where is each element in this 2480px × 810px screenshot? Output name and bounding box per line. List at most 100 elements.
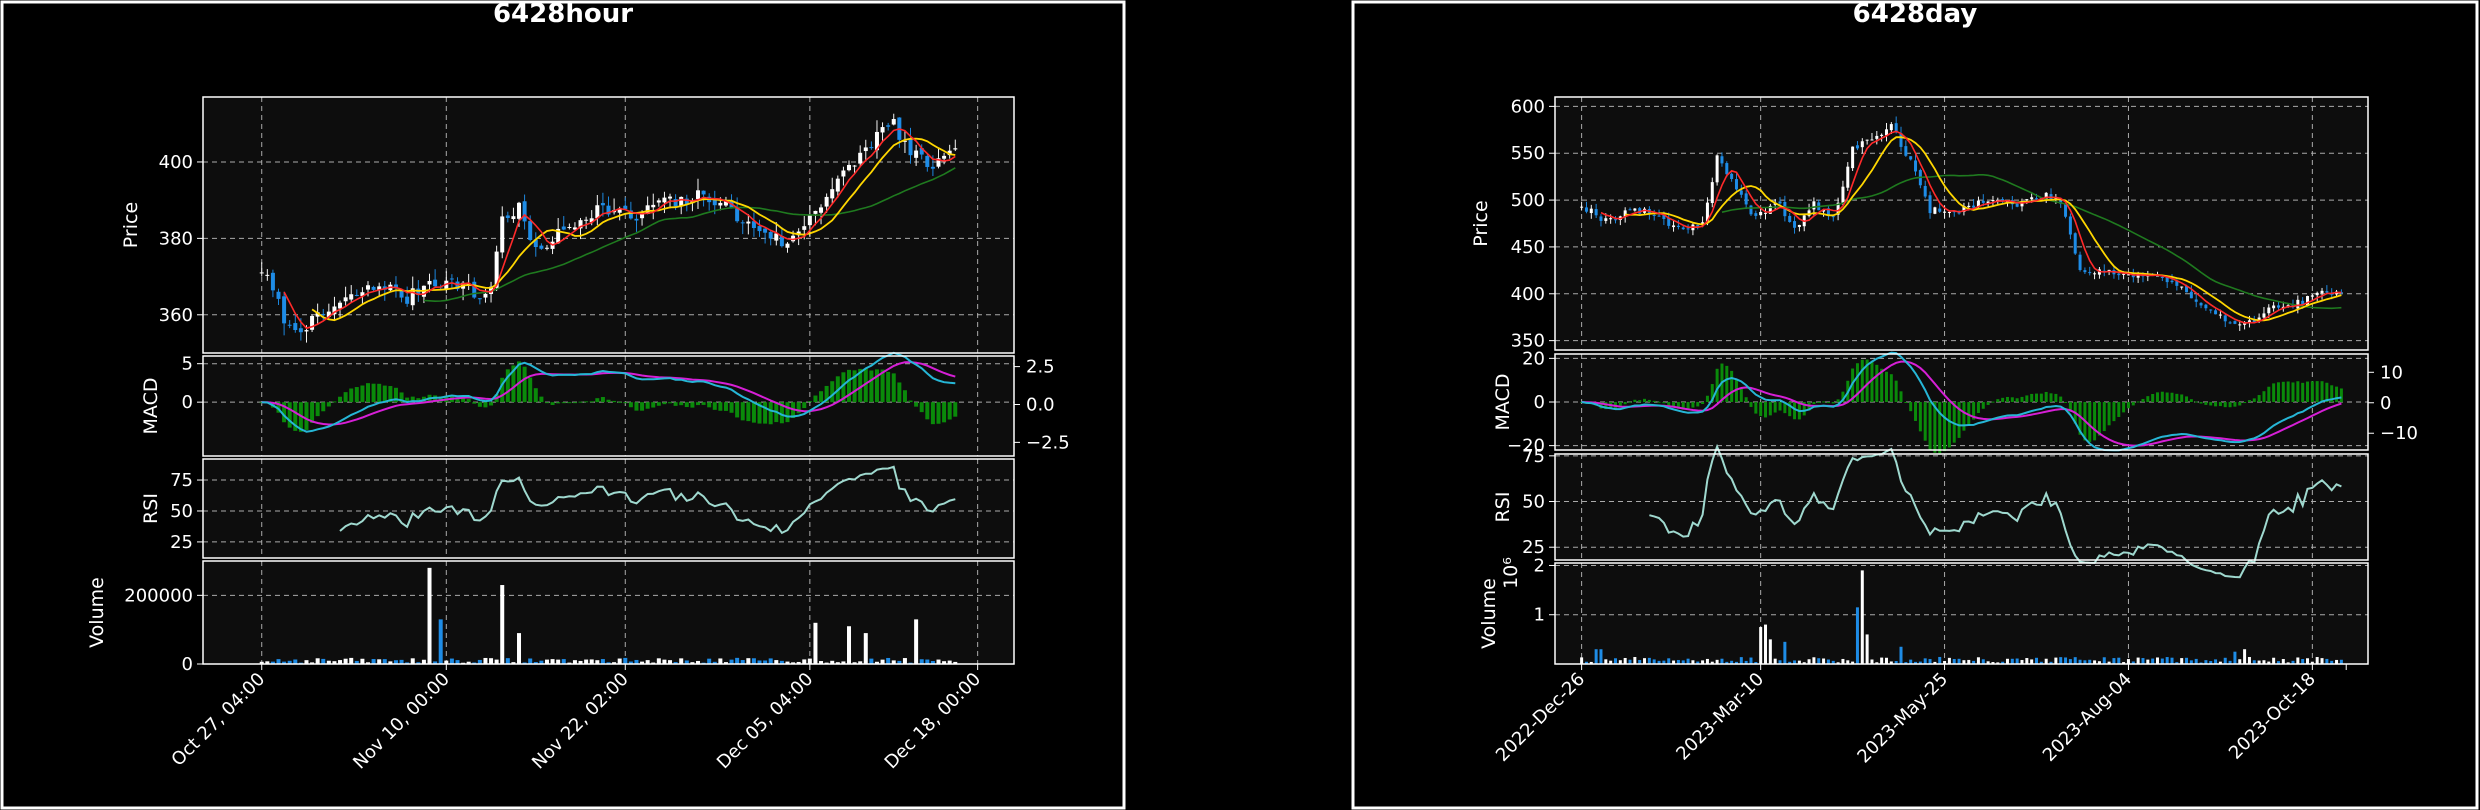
- candle-body: [1952, 211, 1956, 213]
- macd-histogram-bar: [528, 377, 533, 403]
- macd-histogram-bar: [1676, 402, 1680, 409]
- candle-body: [1778, 201, 1782, 204]
- volume-bar: [511, 662, 516, 664]
- volume-bar: [1734, 661, 1738, 664]
- volume-bar: [561, 659, 566, 664]
- candle-body: [332, 306, 337, 315]
- candle-body: [746, 221, 751, 224]
- volume-bar: [1788, 661, 1792, 664]
- macd-histogram-bar: [662, 402, 667, 405]
- volume-bar: [1672, 660, 1676, 664]
- signal-line: [261, 361, 956, 426]
- macd-histogram-bar: [2165, 392, 2169, 402]
- macd-y-tick-label: −20: [1507, 436, 1545, 457]
- candle-body: [539, 245, 544, 249]
- macd-histogram-bar: [2204, 402, 2208, 405]
- rsi-y-tick-label: 75: [1522, 446, 1545, 467]
- volume-bar: [276, 659, 281, 664]
- candle-body: [556, 228, 561, 244]
- volume-bar: [1783, 641, 1787, 664]
- volume-bar: [416, 662, 421, 664]
- price-y-tick-label: 400: [159, 152, 193, 173]
- macd-histogram-bar: [830, 381, 835, 403]
- candle-body: [1652, 215, 1656, 217]
- candle-body: [2088, 272, 2092, 274]
- macd-histogram-bar: [1952, 402, 1956, 443]
- macd-histogram-bar: [930, 402, 935, 425]
- volume-bar: [1860, 570, 1864, 664]
- candle-body: [1686, 228, 1690, 230]
- macd-histogram-bar: [600, 397, 605, 403]
- macd-histogram-bar: [2209, 402, 2213, 406]
- volume-bar: [1991, 662, 1995, 664]
- candle-body: [668, 196, 673, 199]
- macd-histogram-bar: [1855, 363, 1859, 402]
- candle-body: [819, 207, 824, 213]
- macd-histogram-bar: [858, 368, 863, 403]
- macd-y-tick-label: 0: [1534, 392, 1545, 413]
- volume-bar: [1981, 659, 1985, 664]
- macd-y-tick-label: 5: [182, 354, 193, 375]
- macd-histogram-bar: [399, 392, 404, 403]
- candle-body: [1831, 216, 1835, 218]
- rsi-y-tick-label: 75: [170, 470, 193, 491]
- volume-bar: [528, 658, 533, 664]
- candle-body: [1962, 205, 1966, 212]
- candle-body: [695, 190, 700, 199]
- candle-body: [2262, 313, 2266, 318]
- macd-histogram-bar: [1831, 402, 1835, 404]
- candle-body: [2044, 192, 2048, 199]
- volume-bar: [2204, 660, 2208, 664]
- candle-body: [1836, 202, 1840, 215]
- macd-histogram-bar: [1947, 402, 1951, 448]
- volume-bar: [388, 661, 393, 664]
- price-y-tick-label: 550: [1511, 143, 1545, 164]
- macd-histogram-bar: [1618, 402, 1622, 408]
- macd-histogram-bar: [908, 400, 913, 403]
- macd-histogram-bar: [584, 401, 589, 403]
- candle-body: [1623, 210, 1627, 217]
- macd-histogram-bar: [2189, 399, 2193, 402]
- macd-histogram-bar: [567, 402, 572, 404]
- candle-body: [824, 196, 829, 207]
- volume-bar: [326, 660, 331, 664]
- macd-histogram-bar: [2320, 381, 2324, 402]
- candle-body: [2276, 305, 2280, 308]
- rsi-panel-frame: [202, 458, 1015, 559]
- macd-histogram-bar: [1652, 400, 1656, 402]
- macd-y-tick-label: 20: [1522, 348, 1545, 369]
- volume-bar: [589, 659, 594, 664]
- macd-histogram-bar: [947, 402, 952, 420]
- candle-body: [2267, 307, 2271, 314]
- candle-body: [2035, 198, 2039, 200]
- macd-histogram-bar: [707, 402, 712, 408]
- macd-histogram-bar: [1730, 370, 1734, 402]
- volume-bar: [2122, 662, 2126, 664]
- candle-body: [2126, 274, 2130, 276]
- macd-histogram-bar: [489, 402, 494, 406]
- volume-bar: [2180, 658, 2184, 664]
- volume-bar: [1633, 657, 1637, 664]
- candle-body: [1914, 160, 1918, 172]
- macd-histogram-bar: [2276, 382, 2280, 402]
- macd-histogram-bar: [332, 401, 337, 403]
- macd-histogram-bar: [1657, 401, 1661, 403]
- candle-body: [1589, 208, 1593, 214]
- volume-y-tick-label: 0: [182, 654, 193, 675]
- macd-histogram-bar: [276, 402, 281, 413]
- macd-histogram-bar: [757, 402, 762, 424]
- macd-histogram-bar: [1986, 402, 1990, 405]
- volume-bar: [880, 659, 885, 664]
- macd-histogram-bar: [2112, 402, 2116, 422]
- volume-bar: [1807, 659, 1811, 664]
- volume-bar: [338, 660, 343, 664]
- candle-body: [623, 205, 628, 210]
- macd-histogram-bar: [1996, 399, 2000, 402]
- macd-histogram-bar: [2054, 393, 2058, 402]
- candle-body: [433, 279, 438, 287]
- candle-body: [1933, 207, 1937, 214]
- macd-histogram-bar: [2315, 381, 2319, 402]
- volume-bar: [1880, 657, 1884, 664]
- macd-histogram-bar: [2020, 396, 2024, 402]
- candle-body: [1884, 129, 1888, 136]
